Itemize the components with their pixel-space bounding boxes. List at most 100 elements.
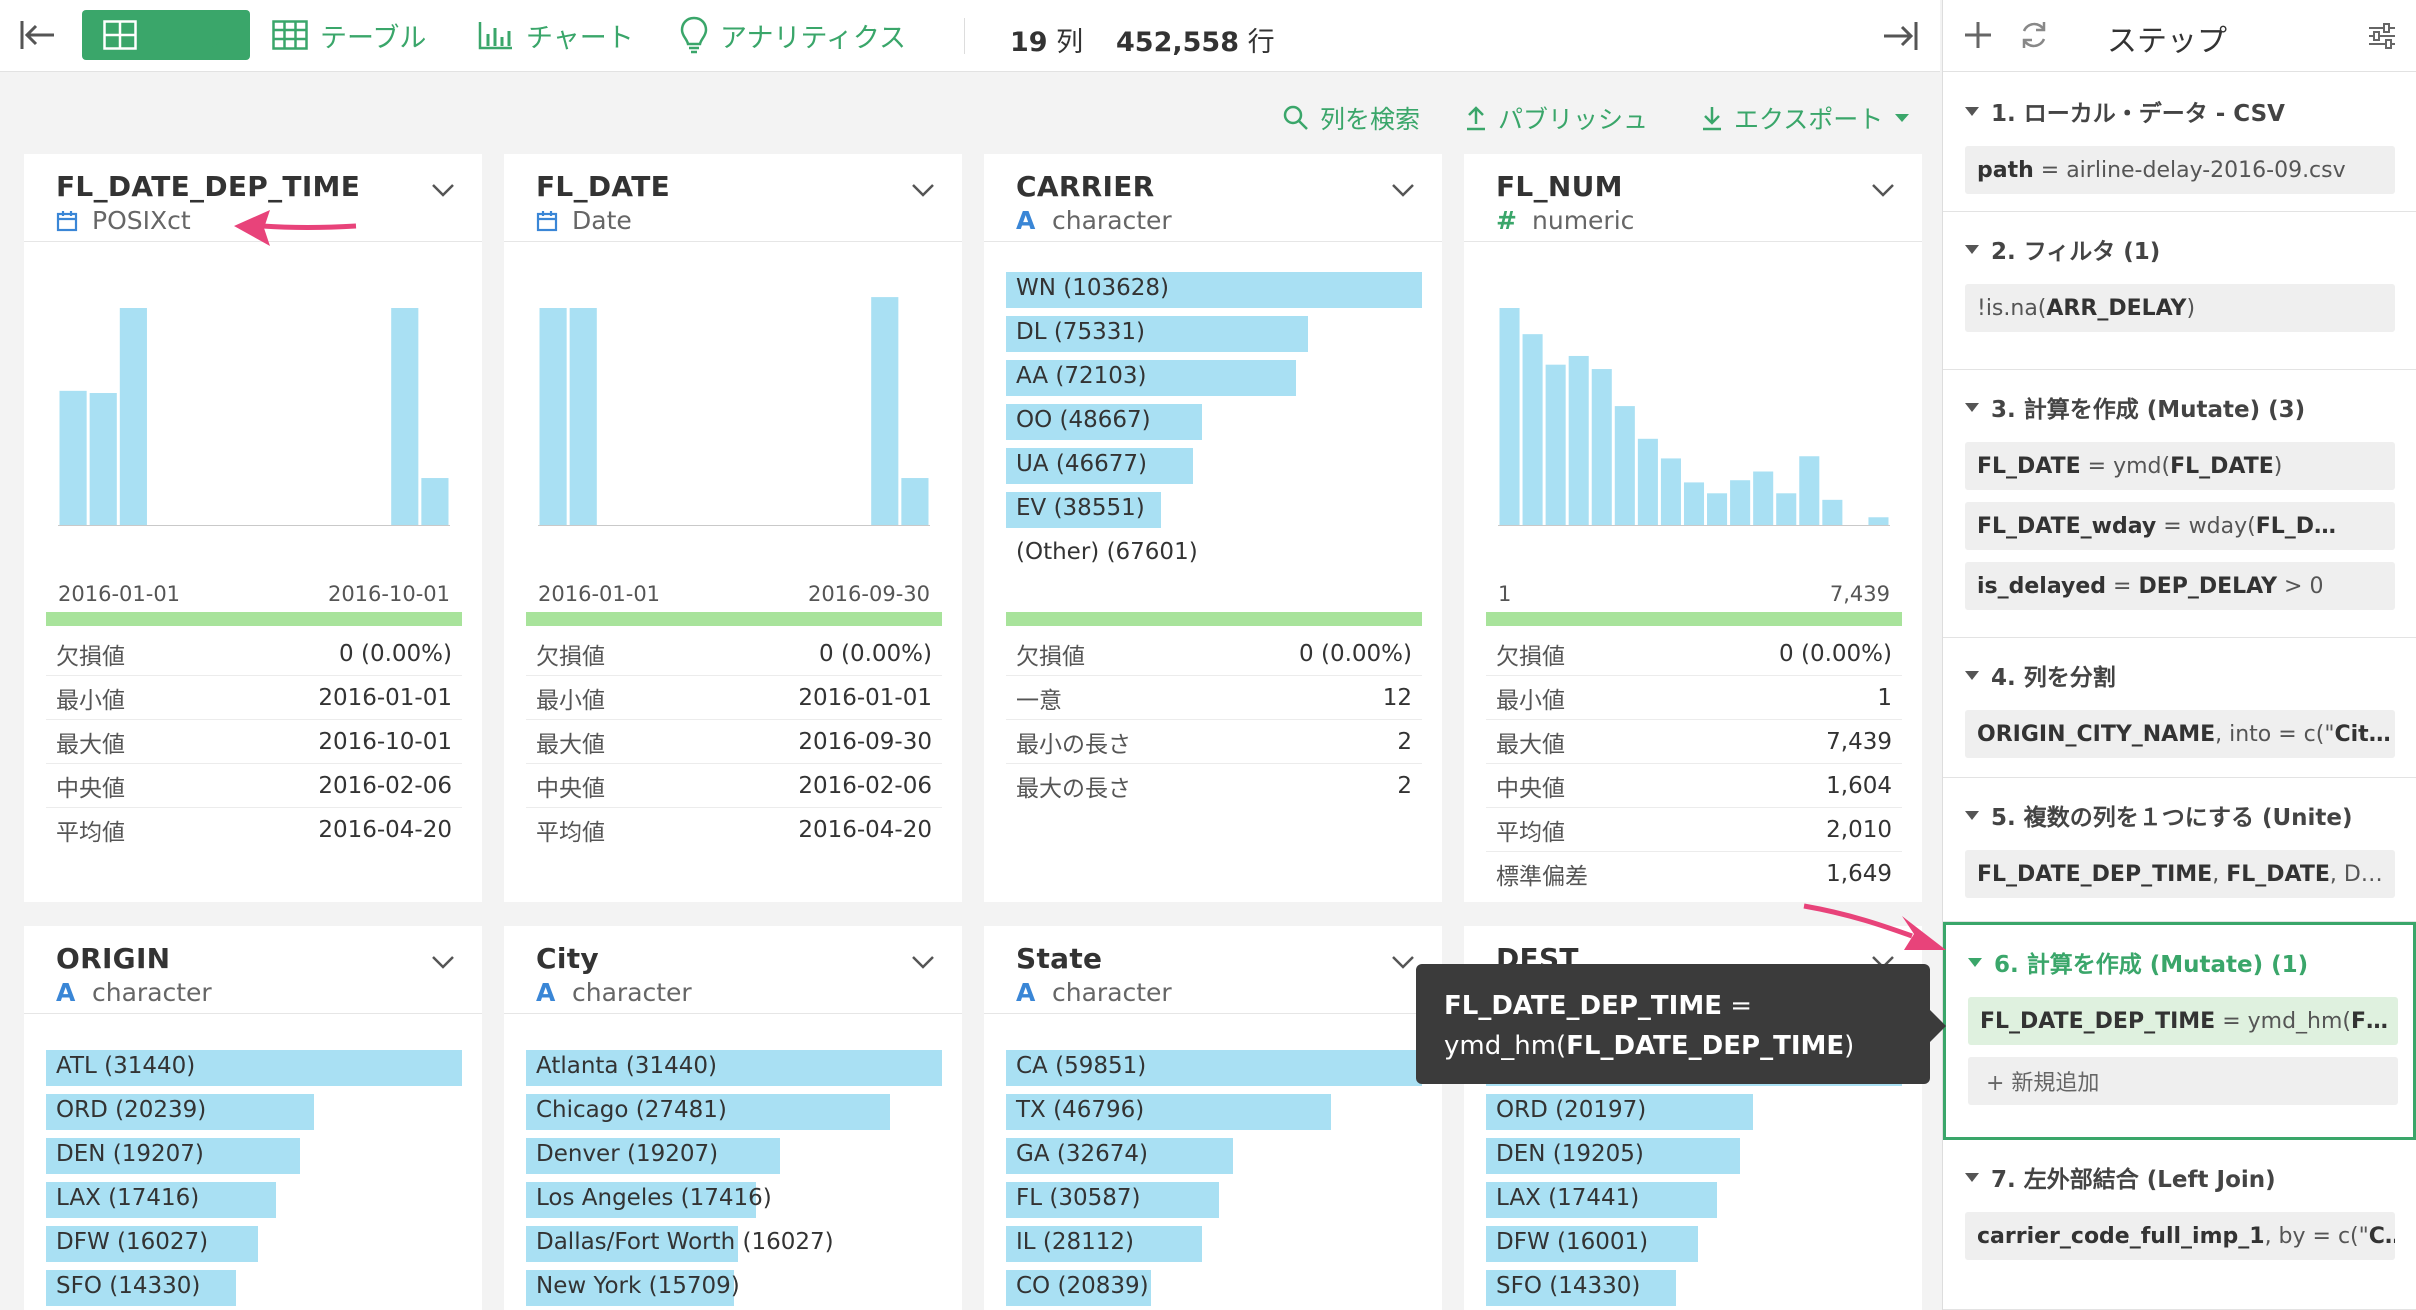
histogram-bar[interactable] <box>1591 369 1612 526</box>
tab-summary[interactable]: サマリ <box>82 10 250 60</box>
step-title[interactable]: 5. 複数の列を１つにする (Unite) <box>1965 798 2353 832</box>
step-item[interactable]: 5. 複数の列を１つにする (Unite) FL_DATE_DEP_TIME, F… <box>1943 778 2416 922</box>
histogram-bar[interactable] <box>569 308 597 526</box>
export-button[interactable]: エクスポート <box>1700 100 1921 136</box>
step-command[interactable]: FL_DATE_DEP_TIME, FL_DATE, D… <box>1965 850 2395 898</box>
histogram-bar[interactable] <box>1799 456 1820 526</box>
histogram-bar[interactable] <box>1683 482 1705 526</box>
step-command[interactable]: FL_DATE = ymd(FL_DATE) <box>1965 442 2395 490</box>
histogram-bar[interactable] <box>1868 517 1889 526</box>
histogram-bar[interactable] <box>119 308 147 526</box>
histogram-bar[interactable] <box>421 478 449 526</box>
step-title[interactable]: 6. 計算を作成 (Mutate) (1) <box>1968 945 2308 979</box>
category-item[interactable]: SFO (14330) <box>1486 1266 1902 1310</box>
category-item[interactable]: ORD (20197) <box>1486 1090 1902 1134</box>
histogram-bar[interactable] <box>1660 458 1681 526</box>
search-columns-button[interactable]: 列を検索 <box>1282 100 1420 136</box>
tab-analytics[interactable]: アナリティクス <box>680 10 906 60</box>
refresh-button[interactable] <box>2017 18 2051 56</box>
step-item[interactable]: 3. 計算を作成 (Mutate) (3) FL_DATE = ymd(FL_DA… <box>1943 370 2416 638</box>
step-command[interactable]: !is.na(ARR_DELAY) <box>1965 284 2395 332</box>
histogram-bar[interactable] <box>1568 355 1589 526</box>
category-item[interactable]: Los Angeles (17416) <box>526 1178 942 1222</box>
step-item[interactable]: 4. 列を分割 ORIGIN_CITY_NAME, into = c(" Cit… <box>1943 638 2416 778</box>
category-item[interactable]: CO (20839) <box>1006 1266 1422 1310</box>
tab-table[interactable]: テーブル <box>272 10 426 60</box>
category-item[interactable]: LAX (17441) <box>1486 1178 1902 1222</box>
collapse-right-button[interactable] <box>1880 16 1920 60</box>
histogram-bar[interactable] <box>391 308 419 526</box>
category-item[interactable]: IL (28112) <box>1006 1222 1422 1266</box>
category-item[interactable]: DL (75331) <box>1006 312 1422 356</box>
histogram-bar[interactable] <box>901 478 929 526</box>
category-item[interactable]: New York (15709) <box>526 1266 942 1310</box>
histogram-bar[interactable] <box>1822 499 1843 526</box>
category-item[interactable]: Atlanta (31440) <box>526 1046 942 1090</box>
column-menu-button[interactable] <box>1870 182 1896 202</box>
category-item[interactable]: DEN (19207) <box>46 1134 462 1178</box>
category-item[interactable]: DFW (16027) <box>46 1222 462 1266</box>
step-item[interactable]: 7. 左外部結合 (Left Join) carrier_code_full_im… <box>1943 1140 2416 1310</box>
tab-chart[interactable]: チャート <box>478 10 634 60</box>
category-item[interactable]: FL (30587) <box>1006 1178 1422 1222</box>
step-command[interactable]: FL_DATE_wday = wday(FL_D… <box>1965 502 2395 550</box>
step-command[interactable]: FL_DATE_DEP_TIME = ymd_hm(F… <box>1968 997 2398 1045</box>
category-item[interactable]: UA (46677) <box>1006 444 1422 488</box>
category-item[interactable]: (Other) (67601) <box>1006 532 1422 576</box>
histogram-bar[interactable] <box>89 393 117 526</box>
column-menu-button[interactable] <box>1390 182 1416 202</box>
column-menu-button[interactable] <box>1390 954 1416 974</box>
histogram-bar[interactable] <box>871 297 899 526</box>
category-item[interactable]: LAX (17416) <box>46 1178 462 1222</box>
step-command[interactable]: ORIGIN_CITY_NAME, into = c(" Cit… <box>1965 710 2395 758</box>
add-step-button[interactable] <box>1961 18 1995 56</box>
column-menu-button[interactable] <box>910 182 936 202</box>
step-title[interactable]: 3. 計算を作成 (Mutate) (3) <box>1965 390 2305 424</box>
column-menu-button[interactable] <box>430 954 456 974</box>
step-item[interactable]: 1. ローカル・データ - CSV path = airline-delay-20… <box>1943 74 2416 212</box>
step-command[interactable]: path = airline-delay-2016-09.csv <box>1965 146 2395 194</box>
category-item[interactable]: ATL (31440) <box>46 1046 462 1090</box>
histogram-bar[interactable] <box>1499 308 1520 526</box>
category-item[interactable]: ORD (20239) <box>46 1090 462 1134</box>
category-item[interactable]: DFW (16001) <box>1486 1222 1902 1266</box>
step-command[interactable]: is_delayed = DEP_DELAY > 0 <box>1965 562 2395 610</box>
category-item[interactable]: CA (59851) <box>1006 1046 1422 1090</box>
category-item[interactable]: SFO (14330) <box>46 1266 462 1310</box>
steps-settings-button[interactable] <box>2366 20 2398 56</box>
category-item[interactable]: EV (38551) <box>1006 488 1422 532</box>
category-item[interactable]: Dallas/Fort Worth (16027) <box>526 1222 942 1266</box>
step-title[interactable]: 1. ローカル・データ - CSV <box>1965 94 2285 128</box>
step-item[interactable]: 2. フィルタ (1) !is.na(ARR_DELAY) <box>1943 212 2416 370</box>
histogram-bar[interactable] <box>1776 493 1797 526</box>
category-item[interactable]: OO (48667) <box>1006 400 1422 444</box>
step-item[interactable]: 6. 計算を作成 (Mutate) (1) FL_DATE_DEP_TIME = … <box>1943 922 2416 1140</box>
category-item[interactable]: TX (46796) <box>1006 1090 1422 1134</box>
column-menu-button[interactable] <box>910 954 936 974</box>
histogram-bar[interactable] <box>59 390 87 526</box>
category-item[interactable]: Chicago (27481) <box>526 1090 942 1134</box>
histogram-bar[interactable] <box>1614 406 1635 526</box>
collapse-left-button[interactable] <box>18 10 70 60</box>
histogram-bar[interactable] <box>1522 334 1543 526</box>
step-title[interactable]: 7. 左外部結合 (Left Join) <box>1965 1160 2276 1194</box>
histogram-bar[interactable] <box>1707 493 1728 526</box>
category-item[interactable]: AA (72103) <box>1006 356 1422 400</box>
histogram-bar[interactable] <box>1637 438 1658 526</box>
histogram-bar[interactable] <box>1545 364 1566 526</box>
category-item[interactable]: WN (103628) <box>1006 268 1422 312</box>
category-item[interactable]: GA (32674) <box>1006 1134 1422 1178</box>
category-item[interactable]: Denver (19207) <box>526 1134 942 1178</box>
publish-button[interactable]: パブリッシュ <box>1464 100 1648 136</box>
add-new-command-button[interactable]: + 新規追加 <box>1968 1057 2398 1105</box>
category-item[interactable]: DEN (19205) <box>1486 1134 1902 1178</box>
histogram-bar[interactable] <box>1753 471 1774 527</box>
histogram-bar[interactable] <box>1730 480 1751 526</box>
step-title[interactable]: 4. 列を分割 <box>1965 658 2116 692</box>
step-command[interactable]: carrier_code_full_imp_1, by = c("C… <box>1965 1212 2395 1260</box>
histogram-bar[interactable] <box>539 308 567 526</box>
step-command-column: FL_DATE_wday <box>1977 513 2157 539</box>
step-title[interactable]: 2. フィルタ (1) <box>1965 232 2160 266</box>
column-menu-button[interactable] <box>430 182 456 202</box>
